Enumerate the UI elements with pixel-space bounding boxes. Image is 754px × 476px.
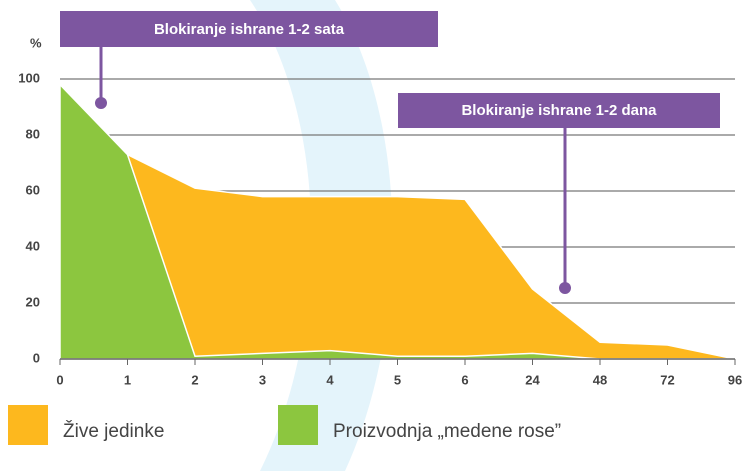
y-tick-label: 100 [18, 70, 40, 85]
y-tick-label: 40 [26, 238, 40, 253]
x-tick-label: 48 [593, 372, 607, 387]
x-tick-label: 6 [461, 372, 468, 387]
x-tick-label: 2 [191, 372, 198, 387]
y-tick-label: 0 [33, 350, 40, 365]
legend-label: Proizvodnja „medene rose” [333, 421, 561, 442]
x-tick-label: 3 [259, 372, 266, 387]
annotation-2: Blokiranje ishrane 1-2 dana [398, 93, 720, 294]
y-tick-label: 80 [26, 126, 40, 141]
annotation-box [398, 93, 720, 128]
annotation-dot [559, 282, 571, 294]
x-tick-label: 0 [56, 372, 63, 387]
x-tick-label: 1 [124, 372, 131, 387]
annotation-1: Blokiranje ishrane 1-2 sata [60, 11, 438, 109]
legend-swatch [8, 405, 48, 445]
annotation-text: Blokiranje ishrane 1-2 sata [154, 21, 345, 38]
legend-label: Žive jedinke [63, 420, 164, 442]
x-tick-label: 5 [394, 372, 401, 387]
y-axis-label: % [30, 35, 42, 50]
y-tick-label: 60 [26, 182, 40, 197]
legend-swatch [278, 405, 318, 445]
x-tick-label: 24 [525, 372, 540, 387]
annotation-dot [95, 97, 107, 109]
annotation-text: Blokiranje ishrane 1-2 dana [461, 102, 657, 119]
x-tick-label: 4 [326, 372, 334, 387]
y-tick-label: 20 [26, 294, 40, 309]
area [126, 153, 736, 360]
legend: Žive jedinke Proizvodnja „medene rose” [8, 405, 561, 445]
x-tick-label: 72 [660, 372, 674, 387]
annotation-box [60, 11, 438, 47]
x-tick-label: 96 [728, 372, 742, 387]
plot: 0 20 40 60 80 100 0 1 2 3 4 5 6 24 48 72 96 [18, 70, 742, 387]
